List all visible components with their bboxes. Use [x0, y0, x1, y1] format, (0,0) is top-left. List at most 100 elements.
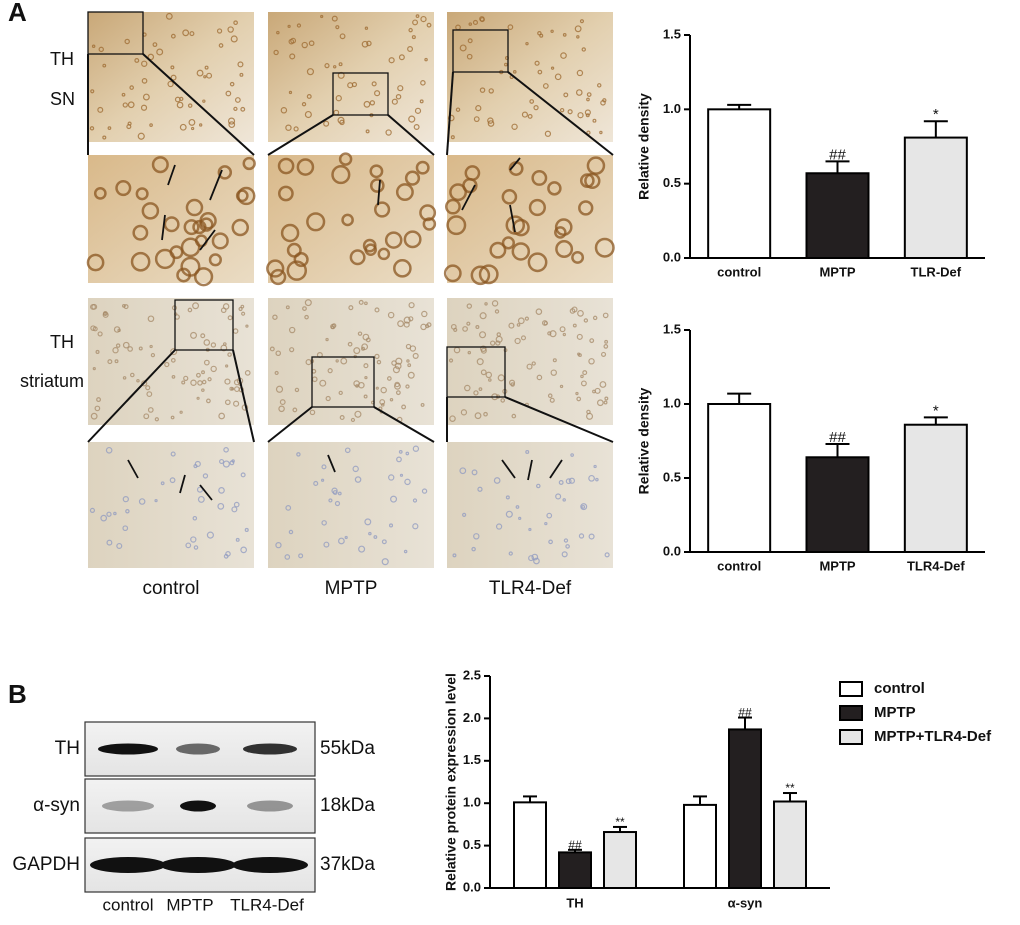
cell: [286, 260, 308, 281]
cell: [350, 417, 356, 423]
cell: [97, 106, 104, 113]
arrow: [209, 169, 223, 201]
cell: [141, 380, 148, 387]
cell: [547, 331, 552, 336]
cell: [421, 310, 428, 318]
cell: [529, 99, 535, 104]
cell: [301, 102, 307, 107]
cell: [364, 301, 368, 306]
arrow: [527, 459, 533, 481]
cell: [89, 126, 95, 131]
cell: [389, 397, 394, 402]
cell: [207, 377, 212, 382]
cell: [245, 324, 249, 328]
cell: [386, 376, 392, 381]
cell: [222, 342, 227, 346]
cell: [187, 307, 193, 313]
cell: [516, 323, 521, 327]
cell: [487, 120, 495, 127]
cell: [90, 412, 98, 420]
cell: [376, 359, 382, 365]
cell: [501, 189, 518, 205]
cell: [489, 340, 496, 346]
cell: [190, 536, 197, 543]
arrow: [549, 459, 563, 479]
cell: [552, 358, 557, 363]
cell: [152, 42, 158, 48]
cell: [208, 253, 222, 267]
cell: [233, 20, 238, 26]
cell: [407, 363, 412, 368]
cell: [96, 397, 102, 403]
cell: [576, 69, 584, 77]
cell: [154, 248, 176, 270]
cell: [422, 217, 437, 231]
cell: [588, 358, 595, 365]
cell: [323, 120, 330, 127]
cell: [525, 449, 530, 454]
cell: [536, 374, 543, 381]
cell: [394, 382, 401, 390]
cell: [147, 407, 154, 413]
cell: [127, 346, 133, 352]
cell: [180, 256, 201, 277]
cell: [204, 65, 209, 70]
cell: [453, 327, 458, 332]
cell: [122, 102, 128, 108]
cell: [241, 311, 246, 316]
cell: [325, 395, 331, 402]
cell: [244, 527, 249, 533]
cell: [581, 47, 586, 52]
cell: [189, 31, 195, 37]
cell: [412, 352, 419, 359]
cell: [388, 474, 395, 481]
cell: [412, 498, 418, 503]
cell: [407, 46, 414, 52]
cell: [217, 165, 233, 180]
cell: [408, 302, 415, 309]
cell: [547, 393, 553, 399]
cell: [138, 498, 146, 505]
cell: [603, 344, 609, 349]
cell: [344, 535, 348, 540]
arrow: [509, 204, 516, 233]
cell: [364, 518, 372, 526]
y-tick-label: 0.5: [663, 175, 681, 190]
cell: [485, 371, 493, 379]
size-label: 55kDa: [320, 738, 375, 759]
cell: [505, 495, 510, 500]
column-label: TLR4-Def: [489, 578, 572, 599]
cell: [105, 446, 113, 454]
x-tick-label: TLR4-Def: [907, 558, 965, 573]
cell: [269, 346, 275, 352]
zoom-line: [446, 71, 454, 156]
cell: [475, 105, 482, 112]
cell: [535, 308, 543, 315]
cell: [450, 135, 455, 140]
cell: [113, 511, 117, 516]
cell: [599, 381, 607, 388]
cell: [459, 44, 467, 52]
cell: [593, 464, 597, 469]
cell: [170, 451, 176, 457]
cell: [575, 89, 583, 96]
cell: [240, 106, 246, 112]
cell: [548, 539, 553, 545]
cell: [141, 78, 148, 84]
cell: [597, 83, 602, 88]
cell: [327, 368, 333, 374]
cell: [169, 477, 176, 484]
cell: [374, 307, 380, 313]
cell: [240, 304, 245, 309]
cell: [192, 302, 200, 310]
cell: [188, 118, 196, 126]
cell: [471, 546, 476, 552]
bar: [728, 728, 762, 890]
cell: [414, 107, 422, 114]
cell: [455, 107, 461, 112]
cell: [473, 116, 480, 123]
cell: [129, 372, 135, 378]
cell: [98, 46, 104, 53]
cell: [185, 198, 204, 217]
